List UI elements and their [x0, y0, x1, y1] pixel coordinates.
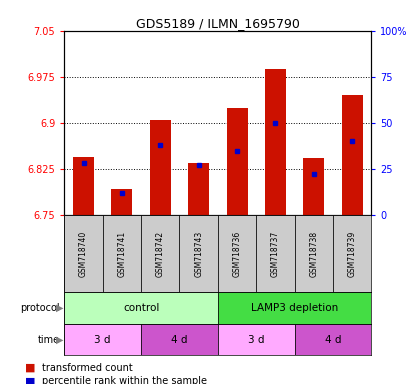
- Bar: [218, 292, 371, 324]
- Bar: [64, 215, 103, 292]
- Bar: [256, 215, 295, 292]
- Bar: [295, 215, 333, 292]
- Text: ■: ■: [25, 363, 35, 373]
- Bar: [180, 215, 218, 292]
- Text: transformed count: transformed count: [42, 363, 132, 373]
- Text: GSM718742: GSM718742: [156, 230, 165, 276]
- Text: ▶: ▶: [56, 303, 63, 313]
- Bar: [188, 163, 209, 215]
- Text: 3 d: 3 d: [248, 335, 264, 345]
- Bar: [141, 324, 218, 355]
- Text: GSM718738: GSM718738: [309, 230, 318, 276]
- Bar: [103, 215, 141, 292]
- Bar: [218, 324, 295, 355]
- Bar: [303, 158, 325, 215]
- Text: control: control: [123, 303, 159, 313]
- Bar: [333, 215, 371, 292]
- Text: LAMP3 depletion: LAMP3 depletion: [251, 303, 338, 313]
- Text: protocol: protocol: [21, 303, 60, 313]
- Text: GSM718739: GSM718739: [348, 230, 357, 276]
- Bar: [295, 324, 371, 355]
- Text: time: time: [38, 335, 60, 345]
- Bar: [73, 157, 94, 215]
- Text: 3 d: 3 d: [95, 335, 111, 345]
- Bar: [64, 324, 141, 355]
- Text: 4 d: 4 d: [171, 335, 188, 345]
- Text: GSM718741: GSM718741: [117, 230, 127, 276]
- Bar: [227, 108, 248, 215]
- Bar: [218, 215, 256, 292]
- Text: GSM718743: GSM718743: [194, 230, 203, 276]
- Bar: [342, 95, 363, 215]
- Text: 4 d: 4 d: [325, 335, 341, 345]
- Bar: [150, 120, 171, 215]
- Title: GDS5189 / ILMN_1695790: GDS5189 / ILMN_1695790: [136, 17, 300, 30]
- Bar: [111, 189, 132, 215]
- Bar: [265, 69, 286, 215]
- Text: GSM718737: GSM718737: [271, 230, 280, 276]
- Bar: [141, 215, 180, 292]
- Text: percentile rank within the sample: percentile rank within the sample: [42, 376, 207, 384]
- Text: GSM718736: GSM718736: [232, 230, 242, 276]
- Text: ■: ■: [25, 376, 35, 384]
- Bar: [64, 292, 218, 324]
- Text: GSM718740: GSM718740: [79, 230, 88, 276]
- Text: ▶: ▶: [56, 335, 63, 345]
